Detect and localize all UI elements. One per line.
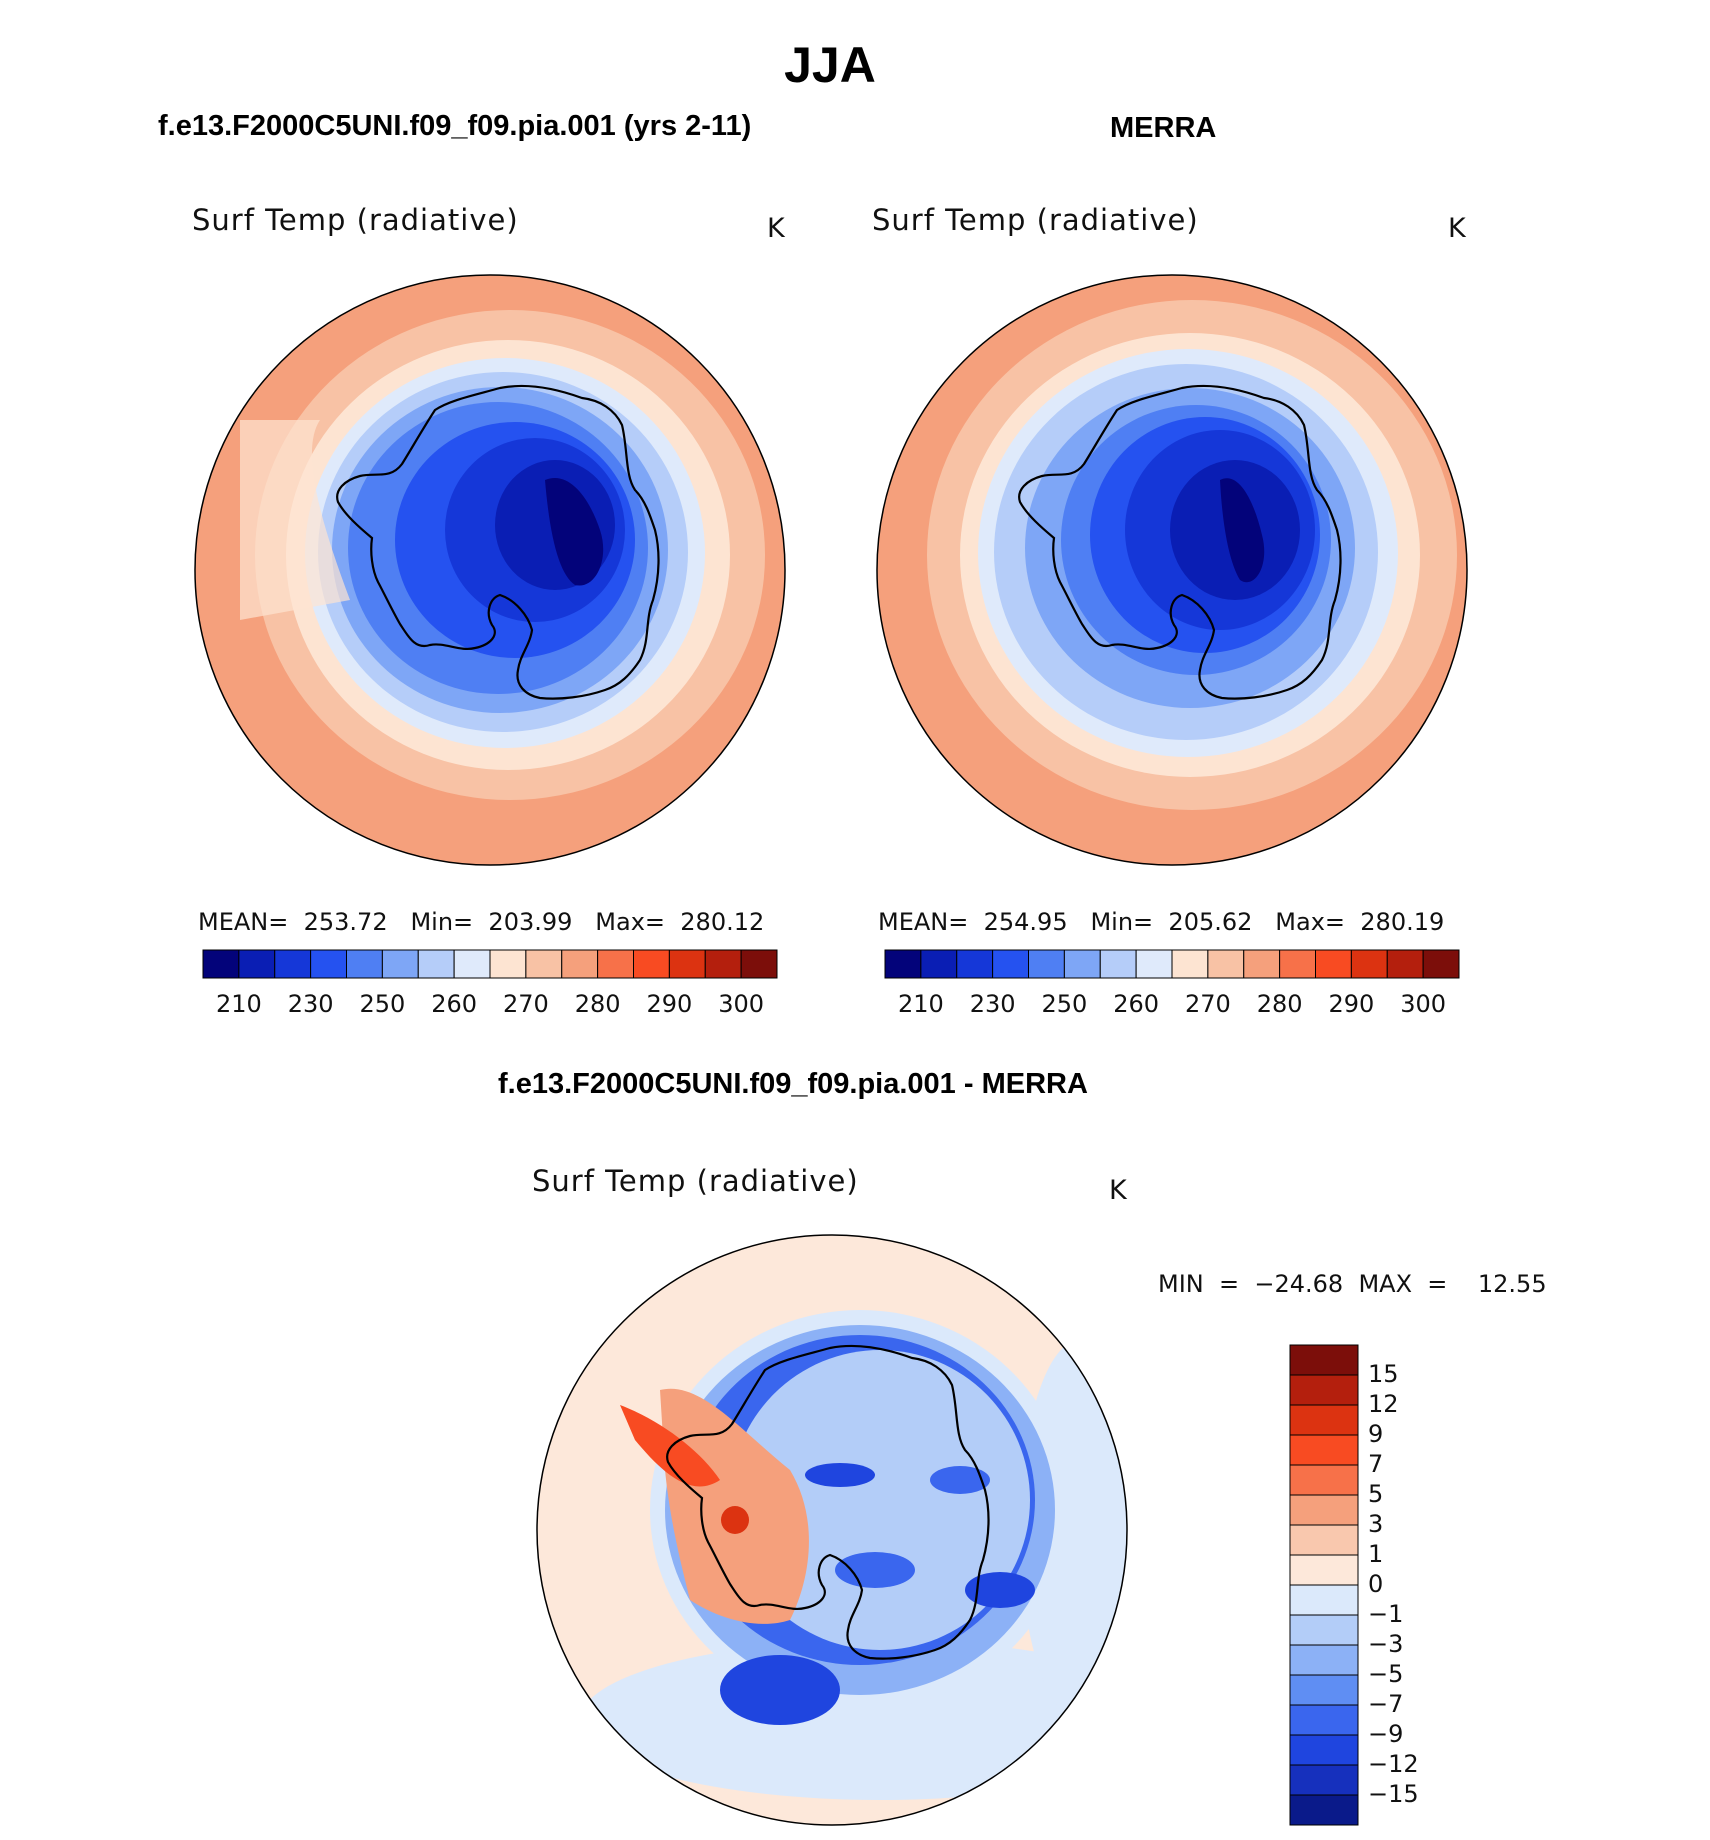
colorbar-swatch — [346, 949, 383, 979]
colorbar-tick-label: 1 — [1368, 1540, 1384, 1568]
colorbar-swatch — [1289, 1794, 1359, 1826]
colorbar-tick-label: 250 — [1041, 990, 1088, 1018]
colorbar-swatch — [1289, 1734, 1359, 1766]
colorbar-tick-label: 210 — [897, 990, 944, 1018]
colorbar-tick-label: −3 — [1368, 1630, 1404, 1658]
colorbar-swatch — [1207, 949, 1245, 979]
colorbar-tick-label: −9 — [1368, 1720, 1404, 1748]
colorbar-tick-label: −12 — [1368, 1750, 1419, 1778]
colorbar-swatch — [1289, 1374, 1359, 1406]
colorbar-tick-label: 280 — [1256, 990, 1303, 1018]
diff-units: K — [1109, 1175, 1127, 1206]
colorbar-tick-label: −5 — [1368, 1660, 1404, 1688]
colorbar-swatch — [1350, 949, 1388, 979]
colorbar-swatch — [202, 949, 240, 979]
colorbar-tick-label: 270 — [502, 990, 549, 1018]
colorbar-swatch — [1028, 949, 1065, 979]
panel-2-units: K — [1448, 213, 1466, 244]
colorbar-swatch — [1099, 949, 1137, 979]
colorbar-swatch — [1289, 1584, 1359, 1616]
colorbar-tick-label: −15 — [1368, 1780, 1419, 1808]
colorbar-swatch — [1135, 949, 1173, 979]
colorbar-tick-label: 250 — [359, 990, 406, 1018]
colorbar-swatch — [920, 949, 958, 979]
colorbar-tick-label: 230 — [969, 990, 1016, 1018]
colorbar-swatch — [1243, 949, 1281, 979]
diff-stats: MIN = −24.68 MAX = 12.55 — [1158, 1270, 1547, 1298]
colorbar-tick-label: 290 — [1328, 990, 1375, 1018]
colorbar-swatch — [1289, 1674, 1359, 1706]
colorbar-swatch — [1289, 1704, 1359, 1736]
colorbar-swatch — [1289, 1464, 1359, 1496]
colorbar-swatch — [238, 949, 276, 979]
panel-2-stats: MEAN= 254.95 Min= 205.62 Max= 280.19 — [878, 908, 1445, 936]
colorbar-tick-label: 7 — [1368, 1450, 1384, 1478]
main-title: JJA — [784, 37, 876, 93]
colorbar-swatch — [1289, 1524, 1359, 1556]
panel-2-colorbar — [884, 949, 1460, 979]
colorbar-tick-label: 0 — [1368, 1570, 1384, 1598]
colorbar-swatch — [453, 949, 491, 979]
colorbar-tick-label: 290 — [646, 990, 693, 1018]
colorbar-tick-label: −1 — [1368, 1600, 1404, 1628]
colorbar-swatch — [417, 949, 455, 979]
colorbar-tick-label: 260 — [1113, 990, 1160, 1018]
colorbar-swatch — [561, 949, 599, 979]
colorbar-tick-label: −7 — [1368, 1690, 1404, 1718]
colorbar-swatch — [1289, 1764, 1359, 1796]
colorbar-swatch — [597, 949, 634, 979]
colorbar-swatch — [381, 949, 419, 979]
colorbar-tick-label: 5 — [1368, 1480, 1384, 1508]
colorbar-swatch — [1289, 1494, 1359, 1526]
colorbar-swatch — [704, 949, 742, 979]
colorbar-swatch — [1289, 1554, 1359, 1586]
panel-1-heading: f.e13.F2000C5UNI.f09_f09.pia.001 (yrs 2-… — [158, 110, 752, 142]
colorbar-swatch — [1386, 949, 1424, 979]
colorbar-swatch — [489, 949, 527, 979]
colorbar-swatch — [992, 949, 1029, 979]
colorbar-tick-label: 300 — [718, 990, 765, 1018]
panel-1-variable: Surf Temp (radiative) — [192, 203, 519, 237]
colorbar-swatch — [310, 949, 347, 979]
colorbar-swatch — [1279, 949, 1316, 979]
colorbar-swatch — [1422, 949, 1460, 979]
colorbar-tick-label: 230 — [287, 990, 334, 1018]
panel-1-map — [195, 275, 785, 865]
colorbar-tick-label: 260 — [431, 990, 478, 1018]
colorbar-tick-label: 300 — [1400, 990, 1447, 1018]
colorbar-swatch — [884, 949, 922, 979]
panel-1-colorbar — [202, 949, 778, 979]
colorbar-swatch — [1171, 949, 1209, 979]
colorbar-swatch — [1315, 949, 1352, 979]
panel-2-map — [877, 275, 1467, 865]
diff-variable: Surf Temp (radiative) — [532, 1164, 859, 1198]
panel-2-variable: Surf Temp (radiative) — [872, 203, 1199, 237]
panel-1-stats: MEAN= 253.72 Min= 203.99 Max= 280.12 — [198, 908, 765, 936]
colorbar-swatch — [1289, 1404, 1359, 1436]
colorbar-tick-label: 210 — [215, 990, 262, 1018]
colorbar-swatch — [274, 949, 312, 979]
colorbar-swatch — [1289, 1434, 1359, 1466]
colorbar-swatch — [1063, 949, 1101, 979]
colorbar-swatch — [525, 949, 563, 979]
diff-heading: f.e13.F2000C5UNI.f09_f09.pia.001 - MERRA — [498, 1068, 1088, 1100]
colorbar-tick-label: 9 — [1368, 1420, 1384, 1448]
colorbar-swatch — [956, 949, 994, 979]
colorbar-tick-label: 3 — [1368, 1510, 1384, 1538]
colorbar-tick-label: 15 — [1368, 1360, 1399, 1388]
panel-2-heading: MERRA — [1110, 112, 1217, 144]
colorbar-swatch — [668, 949, 706, 979]
colorbar-tick-label: 280 — [574, 990, 621, 1018]
diff-colorbar — [1289, 1344, 1359, 1826]
colorbar-swatch — [1289, 1344, 1359, 1376]
colorbar-swatch — [1289, 1614, 1359, 1646]
diff-map — [537, 1235, 1127, 1825]
colorbar-tick-label: 12 — [1368, 1390, 1399, 1418]
colorbar-swatch — [1289, 1644, 1359, 1676]
colorbar-swatch — [740, 949, 778, 979]
colorbar-tick-label: 270 — [1184, 990, 1231, 1018]
panel-1-units: K — [767, 213, 785, 244]
colorbar-swatch — [633, 949, 670, 979]
